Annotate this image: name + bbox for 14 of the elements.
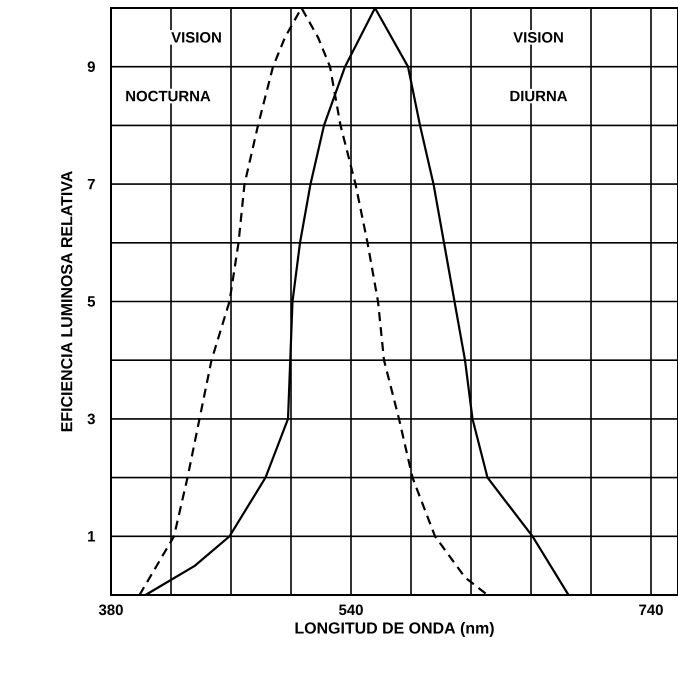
annotation: NOCTURNA [126, 90, 210, 102]
x-tick-label: 380 [98, 604, 123, 616]
annotation: DIURNA [510, 90, 568, 102]
x-axis-title: LONGITUD DE ONDA (nm) [296, 622, 494, 637]
y-axis-title: EFICIENCIA LUMINOSA RELATIVA [61, 171, 72, 432]
annotation: VISION [513, 32, 563, 43]
y-tick-label: 5 [88, 296, 96, 307]
y-tick-label: 1 [88, 531, 96, 542]
annotation: VISION [171, 32, 221, 43]
x-tick-label: 540 [338, 604, 363, 616]
y-tick-label: 7 [88, 178, 95, 190]
x-tick-label: 740 [639, 604, 663, 616]
y-tick-label: 9 [88, 61, 95, 72]
y-tick-label: 3 [88, 414, 95, 424]
